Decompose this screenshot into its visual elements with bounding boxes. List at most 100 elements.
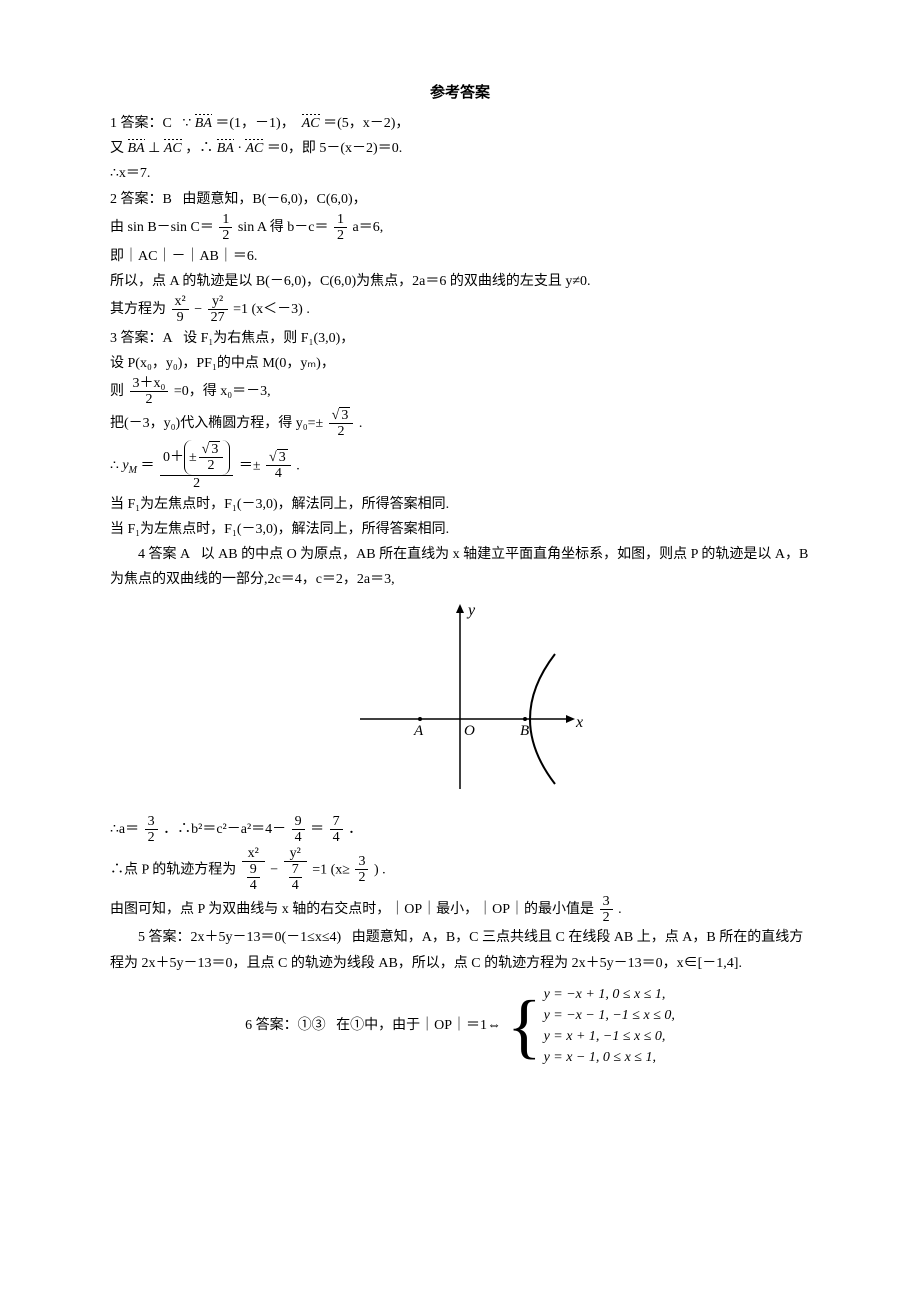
f94-n: 9 [292,814,305,830]
q3-line6-real: 当 F₁为左焦点时，F₁(－3,0)，解法同上，所得答案相同. [110,517,810,542]
frac-ym-d: 2 [160,476,233,491]
frac-94b: 94 [247,862,260,894]
q1-choice: C [163,116,172,131]
q3-label: 3 答案： [110,331,163,346]
frac-half-d: 2 [219,228,232,243]
f94b-n: 9 [247,862,260,878]
q5-ans: 2x＋5y－13＝0(－1≤x≤4) [191,930,342,945]
o-label: O [464,723,475,739]
q3-l3b: =0，得 x₀＝－3, [174,384,271,399]
f94-d: 4 [292,830,305,845]
q1-label: 1 答案： [110,116,163,131]
q2-line5: 其方程为 x²9 − y²27 =1 (x＜－3) . [110,294,810,326]
q6-block: 6 答案：①③ 在①中，由于｜OP｜＝1⇔ { y = −x + 1, 0 ≤ … [110,984,810,1068]
q4-l2a: ∴a＝ [110,822,139,837]
q4-line3: ∴点 P 的轨迹方程为 x² 94 − y² 74 =1 (x≥ 32 ) . [110,846,810,894]
frac-inner-n: √3 [199,442,224,458]
frac-inner: √32 [199,442,224,474]
frac-x9: x²9 [172,294,189,326]
q1-l1c: ＝(5，x－2)， [323,116,409,131]
q1-l2c: ，∴ [185,141,213,156]
vec-ac2-text: AC [164,141,182,156]
frac-y27-n: y² [208,294,228,310]
q2-l5b: =1 (x＜－3) . [233,302,310,317]
q3-l5a: ∴ [110,458,119,473]
q4-l4b: . [618,902,622,917]
frac-rt34: √3 4 [266,450,291,482]
frac-94: 94 [292,814,305,846]
q2-l2a: 由 sin B－sin C＝ [110,220,214,235]
sqrt3-a: 3 [339,407,350,423]
vec-ba2-icon: BA [128,136,145,161]
page-title: 参考答案 [110,80,810,107]
f74-n: 7 [330,814,343,830]
q1-l2e: ＝0，即 5－(x－2)＝0. [267,141,402,156]
q2-label: 2 答案： [110,192,163,207]
vec-ac2-icon: AC [164,136,182,161]
case-4: y = x − 1, 0 ≤ x ≤ 1, [544,1047,675,1068]
brace-icon: { [507,990,542,1062]
q2-line3: 即｜AC｜－｜AB｜＝6. [110,244,810,269]
q4-line2: ∴a＝ 32 ．∴b²＝c²－a²＝4－ 94 ＝ 74 ． [110,814,810,846]
frac-y27: y²27 [208,294,228,326]
q3-line1: 3 答案：A 设 F₁为右焦点，则 F₁(3,0)， [110,326,810,351]
vec-ac3-icon: AC [245,136,263,161]
q6-body: 在①中，由于｜OP｜＝1⇔ [336,1018,501,1033]
q1-l2d: · [237,141,242,156]
frac-3x0: 3＋x₀2 [130,376,169,408]
q4-l1: 以 AB 的中点 O 为原点，AB 所在直线为 x 轴建立平面直角坐标系，如图，… [110,547,808,587]
q1-l2b: ⊥ [148,141,160,156]
q4-choice: A [180,547,190,562]
f94b-d: 4 [247,878,260,893]
frac-rt32-n: √3 [329,408,354,424]
vec-ac3-text: AC [245,141,263,156]
q3-line5: ∴ yM ＝ 0＋±√32 2 ＝± √3 4 . [110,440,810,492]
frac-rt34-n: √3 [266,450,291,466]
f74b-d: 4 [289,878,302,893]
frac-rt34-d: 4 [266,466,291,481]
q3-l4a: 把(－3，y₀)代入椭圆方程，得 y₀=± [110,416,323,431]
frac-ym-n: 0＋±√32 [160,440,233,477]
f74-d: 4 [330,830,343,845]
frac-3x0-d: 2 [130,392,169,407]
vec-ba3-text: BA [217,141,234,156]
q6-ans: ①③ [298,1018,326,1033]
q2-l2c: a＝6, [352,220,383,235]
case-2: y = −x − 1, −1 ≤ x ≤ 0, [544,1005,675,1026]
f32b-n: 3 [355,854,368,870]
frac-32c: 32 [600,894,613,926]
q3-line4: 把(－3，y₀)代入椭圆方程，得 y₀=± √3 2 . [110,408,810,440]
q4-line4: 由图可知，点 P 为双曲线与 x 轴的右交点时，｜OP｜最小，｜OP｜的最小值是… [110,894,810,926]
frac-y27-d: 27 [208,310,228,325]
frac-ym: 0＋±√32 2 [160,440,233,492]
sqrt3-b: 3 [209,441,220,457]
q3-l4b: . [359,416,363,431]
diagram-svg: y x A O B [330,599,590,799]
q4-l2b: ．∴b²＝c²－a²＝4－ [163,822,286,837]
frac-rt32: √3 2 [329,408,354,440]
q1-line3: ∴x＝7. [110,161,810,186]
f32a-n: 3 [145,814,158,830]
q2-line2: 由 sin B－sin C＝ 12 sin A 得 b－c＝ 12 a＝6, [110,212,810,244]
q1-line1: 1 答案：C ∵ BA ＝(1，－1)， AC ＝(5，x－2)， [110,111,810,136]
vec-ac-icon: AC [302,111,320,136]
point-b-icon [523,717,527,721]
y-arrow-icon [456,604,464,613]
vec-ba3-icon: BA [217,136,234,161]
q2-choice: B [163,192,172,207]
b-label: B [520,723,529,739]
x-arrow-icon [566,715,575,723]
vec-ac-text: AC [302,116,320,131]
frac-74b: 74 [289,862,302,894]
q1-l1a: ∵ [182,116,191,131]
sqrt3-c: 3 [277,449,288,465]
frac-x94: x² 94 [242,846,265,894]
x-label: x [575,714,583,731]
frac-x9-n: x² [172,294,189,310]
frac-rt32-d: 2 [329,424,354,439]
f32c-d: 2 [600,910,613,925]
q4-label: 4 答案 [138,547,177,562]
q2-l5a: 其方程为 [110,302,166,317]
paren-icon: ±√32 [184,440,230,476]
frac-74: 74 [330,814,343,846]
